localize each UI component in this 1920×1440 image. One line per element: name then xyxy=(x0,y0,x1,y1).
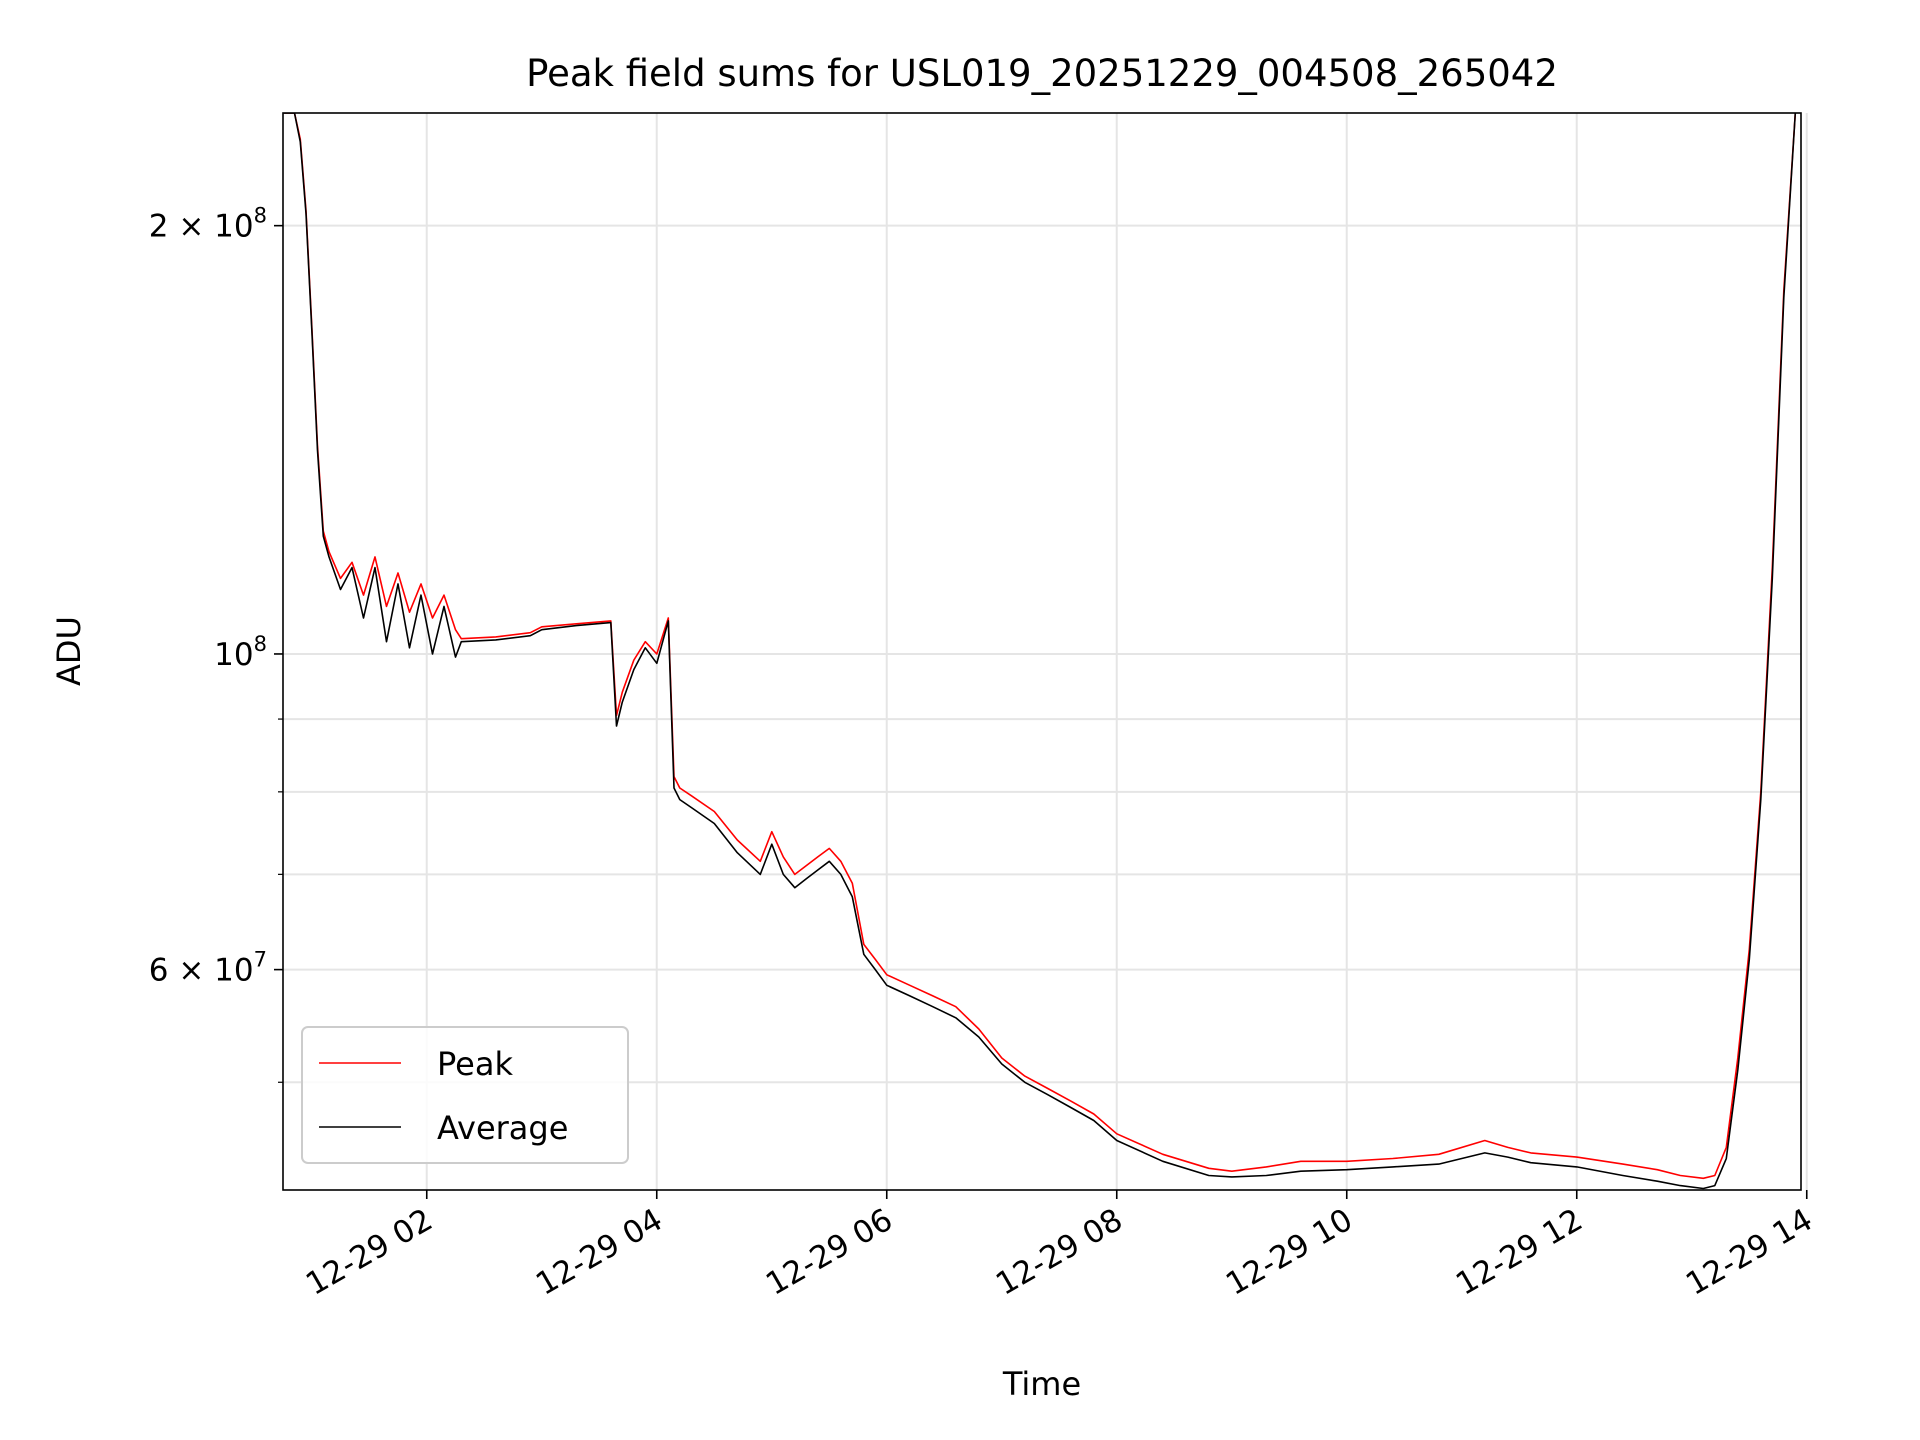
chart-title: Peak field sums for USL019_20251229_0045… xyxy=(526,52,1558,95)
x-axis-label: Time xyxy=(1002,1365,1081,1403)
series-line-peak xyxy=(284,113,1797,1180)
legend-label-average: Average xyxy=(437,1109,568,1147)
series-lines xyxy=(284,113,1797,1190)
legend-label-peak: Peak xyxy=(437,1045,513,1083)
y-tick-label: 2 × 108 xyxy=(149,204,267,245)
series-line-average xyxy=(284,113,1797,1190)
legend: Peak Average xyxy=(301,1026,629,1164)
grid-lines xyxy=(283,113,1808,1190)
legend-box xyxy=(301,1026,629,1164)
axes-frame xyxy=(282,112,1802,1191)
y-tick-label: 6 × 107 xyxy=(149,948,267,989)
y-axis-label: ADU xyxy=(50,616,88,686)
y-tick-label: 108 xyxy=(214,632,267,673)
